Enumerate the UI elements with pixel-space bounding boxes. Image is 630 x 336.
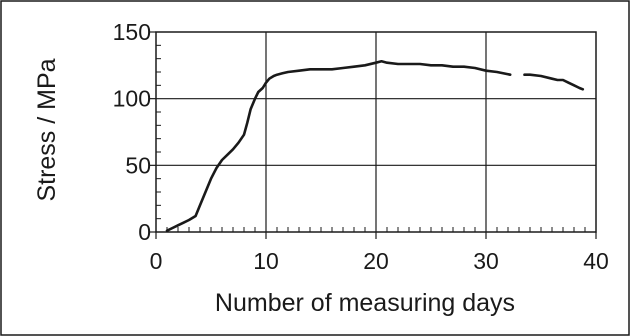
x-tick-label: 20 (363, 248, 389, 274)
x-axis-ticks: 0 10 20 30 40 (150, 232, 609, 274)
y-axis-ticks: 0 50 100 150 (113, 19, 156, 245)
data-point (298, 69, 300, 72)
data-point (188, 219, 190, 221)
data-point (523, 73, 526, 76)
data-point (237, 141, 240, 144)
data-point (320, 68, 322, 71)
data-point (485, 69, 487, 72)
data-point (430, 64, 432, 67)
data-point (215, 167, 218, 169)
data-point (261, 87, 264, 89)
data-point (556, 79, 559, 81)
y-axis-label: Stress / MPa (33, 58, 61, 201)
x-tick-label: 40 (583, 248, 609, 274)
data-point (226, 153, 229, 156)
data-point (529, 73, 531, 76)
data-point (232, 148, 234, 151)
data-point (353, 65, 355, 68)
data-point (309, 68, 311, 71)
data-point (540, 75, 542, 77)
data-point (166, 229, 168, 232)
data-point (246, 121, 249, 124)
y-tick-label: 150 (113, 19, 151, 45)
grid (156, 32, 596, 232)
y-tick-label: 50 (125, 152, 151, 178)
data-point (397, 63, 399, 65)
data-point (441, 64, 443, 67)
data-point (342, 67, 344, 69)
data-point (243, 133, 245, 136)
data-point (281, 72, 284, 75)
data-point (268, 77, 271, 80)
data-point (199, 204, 201, 207)
data-point (221, 159, 223, 161)
data-point (562, 79, 564, 81)
data-point (194, 215, 197, 217)
data-point (509, 73, 512, 76)
y-tick-label: 0 (138, 219, 151, 245)
data-point (582, 88, 584, 91)
series-line-segment (523, 73, 585, 91)
y-tick-label: 100 (113, 86, 151, 112)
data-point (375, 61, 377, 64)
series-stress (165, 60, 585, 232)
data-point (171, 227, 174, 229)
data-point (463, 65, 465, 68)
data-point (578, 87, 581, 89)
data-point (272, 75, 275, 77)
x-tick-label: 10 (253, 248, 279, 274)
data-point (364, 64, 366, 67)
data-point (265, 81, 267, 84)
data-point (177, 224, 179, 227)
data-point (210, 177, 212, 180)
data-point (551, 77, 553, 80)
x-axis-label: Number of measuring days (215, 289, 515, 317)
data-point (474, 67, 476, 69)
data-point (386, 61, 388, 64)
x-tick-label: 30 (473, 248, 499, 274)
data-point (257, 91, 260, 93)
data-point (380, 60, 383, 63)
data-point (496, 71, 498, 73)
data-point (287, 71, 289, 73)
data-point (567, 81, 570, 84)
data-point (331, 68, 333, 71)
data-point (452, 65, 454, 68)
data-point (249, 108, 252, 111)
data-point (182, 221, 185, 224)
data-point (573, 84, 575, 87)
data-point (204, 191, 207, 193)
data-point (419, 63, 421, 65)
data-point (254, 97, 256, 100)
x-tick-label: 0 (150, 248, 163, 274)
data-point (276, 73, 278, 76)
data-point (408, 63, 410, 65)
